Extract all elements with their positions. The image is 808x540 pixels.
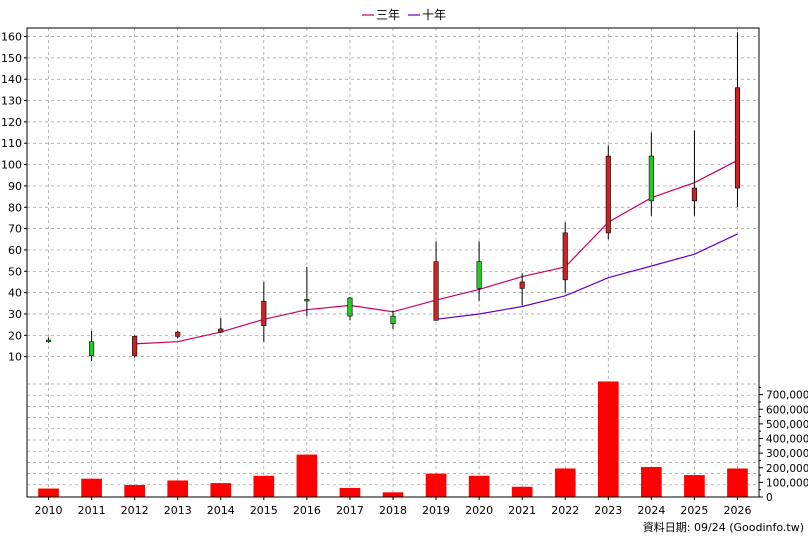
volume-bar: [81, 478, 102, 497]
volume-bar: [339, 487, 361, 497]
volume-bar: [554, 468, 576, 497]
volume-tick-label: 100,000: [766, 477, 808, 489]
candle-body: [433, 261, 439, 321]
year-tick-label: 2025: [680, 504, 708, 517]
price-tick-label: 80: [8, 201, 22, 214]
volume-bar: [253, 475, 275, 497]
volume-bar: [425, 473, 447, 497]
year-tick-label: 2011: [78, 504, 106, 517]
volume-bar: [727, 468, 748, 497]
price-tick-label: 30: [8, 308, 22, 321]
volume-bar: [382, 492, 404, 497]
price-tick-label: 20: [8, 329, 22, 342]
volume-bar: [684, 475, 705, 497]
year-tick-label: 2012: [121, 504, 149, 517]
price-tick-label: 10: [8, 351, 22, 364]
year-tick-label: 2020: [465, 504, 493, 517]
candle-body: [691, 187, 697, 202]
year-tick-label: 2016: [293, 504, 321, 517]
candle-body: [605, 155, 611, 234]
candle-body: [132, 336, 138, 356]
year-tick-label: 2021: [508, 504, 536, 517]
grid: [27, 28, 759, 497]
candle-body: [519, 281, 525, 289]
price-tick-label: 90: [8, 180, 22, 193]
price-tick-label: 110: [1, 137, 22, 150]
axes: 10 20 30 40 50 60 70 80 90 100 110 120 130 140 150 160 0…: [1, 27, 808, 517]
volume-bar: [597, 381, 619, 497]
candle-body: [734, 87, 741, 189]
legend: 三年 十年: [362, 8, 446, 22]
volume-tick-label: 700,000: [766, 390, 808, 402]
volume-tick-label: 200,000: [766, 463, 808, 475]
volume-bar: [511, 486, 533, 497]
legend-ten-year-label: 十年: [422, 8, 446, 22]
year-tick-label: 2013: [164, 504, 192, 517]
price-tick-label: 70: [8, 223, 22, 236]
year-tick-label: 2019: [422, 504, 450, 517]
candle-body: [89, 341, 95, 356]
candle-body: [175, 331, 181, 337]
candle-body: [390, 315, 396, 324]
candle-body: [218, 328, 224, 333]
year-tick-label: 2022: [551, 504, 579, 517]
volume-bar: [38, 488, 59, 497]
price-tick-label: 150: [1, 52, 22, 65]
volume-bar: [210, 483, 232, 497]
price-tick-label: 130: [1, 95, 22, 108]
candle-body: [347, 297, 353, 317]
price-tick-label: 40: [8, 287, 22, 300]
candle-body: [648, 155, 654, 202]
legend-three-year-label: 三年: [376, 8, 400, 22]
footer-date-source: 資料日期: 09/24 (Goodinfo.tw): [643, 520, 804, 534]
volume-tick-label: 300,000: [766, 448, 808, 460]
volume-bar: [296, 454, 318, 497]
year-tick-label: 2018: [379, 504, 407, 517]
volume-tick-label: 500,000: [766, 419, 808, 431]
year-tick-label: 2010: [35, 504, 63, 517]
ten-year-line: [436, 233, 738, 320]
year-tick-label: 2017: [336, 504, 364, 517]
price-tick-label: 100: [1, 159, 22, 172]
volume-bar: [124, 485, 145, 497]
volume-bar: [167, 480, 189, 497]
year-tick-label: 2026: [723, 504, 751, 517]
candle-body: [261, 300, 267, 327]
volume-bars: [38, 381, 748, 497]
year-tick-label: 2014: [207, 504, 235, 517]
price-candles: [45, 32, 741, 361]
volume-tick-label: 400,000: [766, 434, 808, 446]
candle-body: [45, 339, 52, 342]
price-tick-label: 60: [8, 244, 22, 257]
year-tick-label: 2024: [637, 504, 665, 517]
price-tick-label: 160: [1, 31, 22, 44]
candle-body: [562, 232, 568, 281]
year-tick-label: 2015: [250, 504, 278, 517]
candle-body: [476, 261, 482, 289]
volume-tick-label: 0: [766, 492, 773, 504]
price-tick-label: 140: [1, 73, 22, 86]
price-tick-label: 50: [8, 265, 22, 278]
price-tick-label: 120: [1, 116, 22, 129]
volume-tick-label: 600,000: [766, 404, 808, 416]
year-tick-label: 2023: [594, 504, 622, 517]
volume-bar: [468, 475, 490, 497]
candle-body: [304, 299, 310, 302]
volume-bar: [641, 467, 662, 497]
